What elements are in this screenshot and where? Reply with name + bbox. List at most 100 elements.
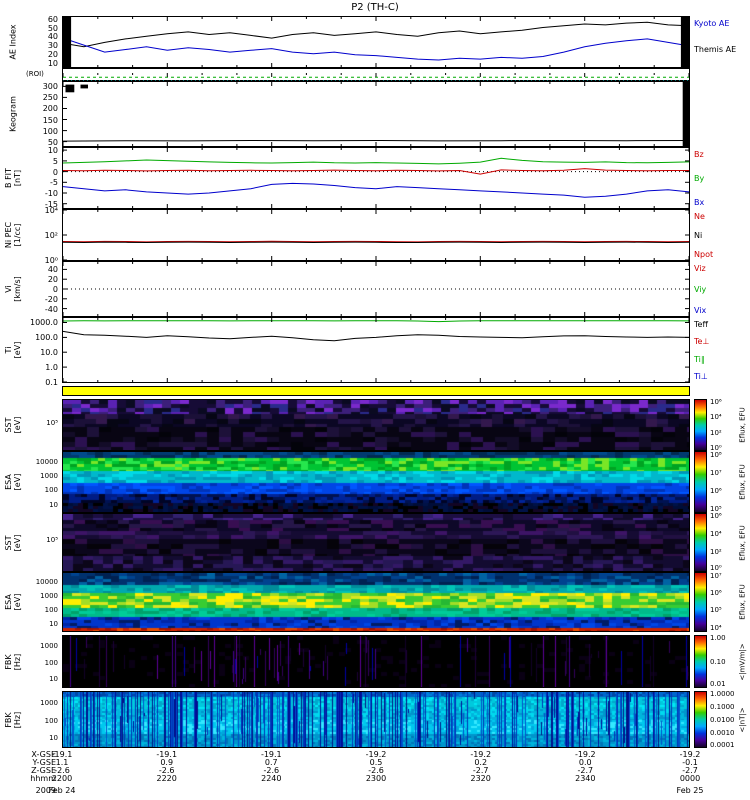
panel-plot-bfit [62,148,690,208]
y-tick-label: 100 [44,486,58,495]
y-tick-label: 0 [52,285,58,294]
y-tick-label: -40 [44,304,58,314]
colorbar-tick-label: 0.01 [710,680,726,689]
spectrogram-fbk-e [63,636,689,687]
tick-value-hhmm: 0000 [679,774,701,783]
y-tick-label: 10⁴ [44,206,58,215]
panel-keogram [62,81,690,147]
colorbar-fbk-e [694,635,707,688]
y-tick-label: 10.0 [40,348,58,358]
y-tick-label: 10 [49,500,58,509]
series-By [62,157,690,165]
tick-value-Z-GSE: -2.7 [682,766,698,775]
panel-bfit [62,147,690,209]
panel-plot-keogram [62,82,690,146]
legend-Viy: Viy [694,285,707,294]
panel-plot-ni [62,209,690,261]
legend-Te⊥: Te⊥ [694,337,710,347]
data-mark [80,84,88,89]
y-tick-label: 150 [42,115,58,125]
panel-esa-ion [62,572,690,632]
y-tick-label: 10 [47,58,58,68]
data-gap-bar [680,17,689,67]
y-tick-label: 10 [49,674,58,683]
tick-value-hhmm: 2220 [156,774,177,783]
tick-value-X-GSE: -19.2 [679,750,701,759]
series-Ne [62,240,690,243]
y-tick-label: 300 [42,82,58,92]
tick-value-X-GSE: -19.2 [574,750,596,759]
tick-value-hhmm: 2300 [365,774,387,783]
year-label: 2009 [35,786,56,795]
tick-value-hhmm: 2200 [51,774,73,783]
panel-fbk-b [62,691,690,748]
legend-Vix: Vix [694,306,707,315]
colorbar-tick-label: 10² [710,547,722,556]
series-Themis AE [62,21,690,48]
colorbar-tick-label: 0.0010 [710,729,735,738]
y-tick-label: 0.1 [45,378,58,387]
legend-By: By [694,174,705,183]
legend-Ti⊥: Ti⊥ [694,372,708,381]
panel-sst-electron [62,399,690,451]
axis-row-label-Y-GSE: Y-GSE [32,758,56,767]
colorbar-tick-label: 1.00 [710,634,726,643]
axis-row-label-hhmm: hhmm [30,774,56,783]
tick-value-Z-GSE: -2.6 [263,766,280,775]
panel-roi [62,68,690,84]
axis-row-label-Z-GSE: Z-GSE [31,766,56,775]
series-Kyoto AE [62,37,690,61]
y-tick-label: 100 [44,606,58,615]
tick-value-X-GSE: -19.2 [470,750,492,759]
legend-Teff: Teff [694,320,708,329]
panel-ae [62,16,690,68]
colorbar-tick-label: 10⁵ [710,504,722,513]
tick-value-X-GSE: -19.1 [260,750,282,759]
axis-row-label-X-GSE: X-GSE [31,750,56,759]
data-gap-bar [63,17,72,67]
colorbar-tick-label: 10² [710,429,722,438]
tick-value-Y-GSE: -0.1 [682,758,698,767]
y-tick-label: 1.0 [45,363,58,373]
y-tick-label: 10⁵ [46,418,58,427]
y-tick-label: 10 [47,146,58,156]
colorbar-tick-label: 10⁰ [710,564,722,573]
spectrogram-sst-electron [63,400,689,450]
colorbar-tick-label: 10⁶ [710,589,722,597]
tick-value-X-GSE: -19.2 [365,750,387,759]
y-tick-label: 100 [44,658,58,667]
panel-fbk-e [62,635,690,688]
y-tick-label: 100 [42,126,58,136]
colorbar-tick-label: 0.1000 [710,702,735,711]
series-keogram-trace [62,139,690,142]
tick-value-hhmm: 2340 [575,774,596,783]
spectrogram-fbk-b [63,692,689,747]
legend-Themis AE: Themis AE [694,45,737,54]
colorbar-tick-label: 10⁶ [710,486,722,495]
spectrogram-esa-ion [63,573,689,631]
y-tick-label: 20 [47,275,58,285]
y-tick-label: 1000 [40,472,58,480]
y-tick-label: 20 [47,49,58,59]
y-tick-label: 10 [49,734,58,743]
y-tick-label: 1000 [40,642,58,651]
y-tick-label: 10000 [35,578,58,587]
y-tick-label: -20 [44,294,58,304]
panel-ti [62,317,690,383]
y-tick-label: 10 [49,620,58,629]
colorbar-tick-label: 0.0001 [710,741,735,750]
colorbar-tick-label: 10⁶ [710,511,722,520]
panel-plot-vi [62,262,690,316]
colorbar-esa-electron [694,451,707,513]
legend-Ne: Ne [694,212,705,221]
axis-label-roi: (ROI) [26,69,44,78]
y-tick-label: 100.0 [35,333,58,343]
legend-Ti∥: Ti∥ [694,354,705,364]
y-tick-label: -15 [44,199,58,209]
tick-value-Z-GSE: -2.6 [54,766,70,775]
tick-value-Y-GSE: 0.0 [578,758,592,767]
legend-Bx: Bx [694,198,705,207]
y-tick-label: 1000 [40,699,58,707]
tick-value-X-GSE: -19.1 [51,750,73,759]
